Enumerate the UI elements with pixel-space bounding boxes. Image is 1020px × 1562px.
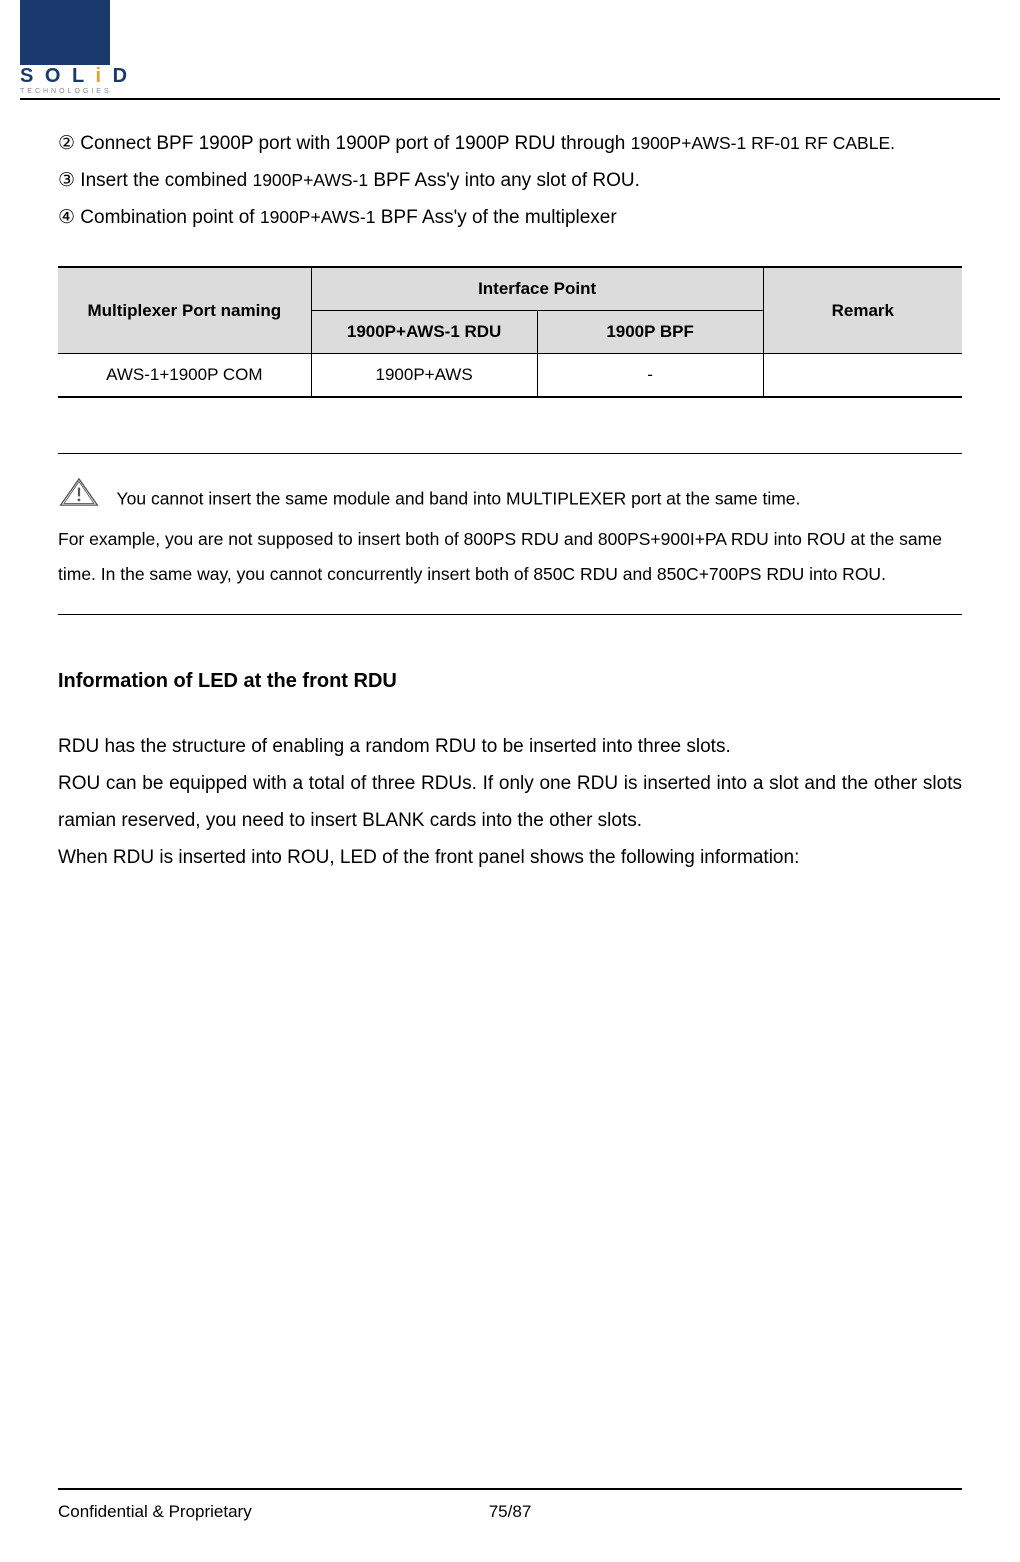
th-bpf: 1900P BPF	[537, 311, 763, 354]
logo-brand: S O L i D	[20, 65, 130, 88]
interface-table: Multiplexer Port naming Interface Point …	[58, 266, 962, 398]
list-item-4-post: BPF Ass'y of the multiplexer	[375, 207, 616, 228]
section-p1: RDU has the structure of enabling a rand…	[58, 728, 962, 765]
list-item-3: ③ Insert the combined 1900P+AWS-1 BPF As…	[58, 162, 962, 199]
list-item-4-small: 1900P+AWS-1	[260, 207, 376, 227]
note-text-1: You cannot insert the same module and ba…	[112, 489, 800, 509]
logo-block	[20, 0, 110, 65]
logo-subtext: TECHNOLOGIES	[20, 88, 112, 95]
list-item-4-pre: ④ Combination point of	[58, 207, 260, 228]
cell-bpf: -	[537, 354, 763, 398]
th-remark: Remark	[763, 267, 962, 354]
th-mux: Multiplexer Port naming	[58, 267, 311, 354]
list-item-3-small: 1900P+AWS-1	[252, 170, 368, 190]
list-item-3-pre: ③ Insert the combined	[58, 170, 252, 191]
list-item-2-pre: ② Connect BPF 1900P port with 1900P port…	[58, 133, 631, 154]
note-text-2: For example, you are not supposed to ins…	[58, 522, 962, 592]
section-heading: Information of LED at the front RDU	[58, 670, 962, 693]
section-body: RDU has the structure of enabling a rand…	[58, 728, 962, 876]
list-item-2: ② Connect BPF 1900P port with 1900P port…	[58, 125, 962, 162]
instruction-list: ② Connect BPF 1900P port with 1900P port…	[58, 125, 962, 236]
th-interface: Interface Point	[311, 267, 763, 311]
warning-icon	[58, 476, 100, 520]
page-content: ② Connect BPF 1900P port with 1900P port…	[58, 125, 962, 876]
cell-rdu: 1900P+AWS	[311, 354, 537, 398]
page-header: S O L i D TECHNOLOGIES	[20, 0, 1000, 100]
note-box: You cannot insert the same module and ba…	[58, 453, 962, 615]
footer-page: 75/87	[489, 1502, 532, 1522]
list-item-4: ④ Combination point of 1900P+AWS-1 BPF A…	[58, 199, 962, 236]
table-row: AWS-1+1900P COM 1900P+AWS -	[58, 354, 962, 398]
list-item-2-small: 1900P+AWS-1 RF-01 RF CABLE.	[631, 133, 895, 153]
th-rdu: 1900P+AWS-1 RDU	[311, 311, 537, 354]
section-p3: When RDU is inserted into ROU, LED of th…	[58, 839, 962, 876]
section-p2: ROU can be equipped with a total of thre…	[58, 765, 962, 839]
note-line-1: You cannot insert the same module and ba…	[58, 478, 962, 522]
cell-mux: AWS-1+1900P COM	[58, 354, 311, 398]
footer-left: Confidential & Proprietary	[58, 1502, 252, 1522]
cell-remark	[763, 354, 962, 398]
list-item-3-post: BPF Ass'y into any slot of ROU.	[368, 170, 640, 191]
page-footer: Confidential & Proprietary 75/87	[58, 1488, 962, 1522]
